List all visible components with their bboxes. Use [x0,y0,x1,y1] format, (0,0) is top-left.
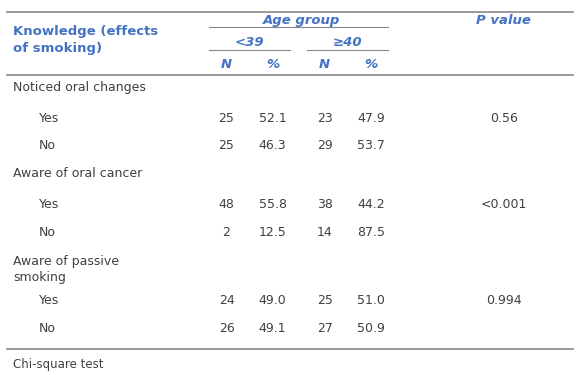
Text: P value: P value [476,14,531,27]
Text: %: % [266,58,280,71]
Text: <0.001: <0.001 [480,198,527,211]
Text: 25: 25 [219,112,234,125]
Text: 29: 29 [317,140,332,153]
Text: Aware of passive
smoking: Aware of passive smoking [13,255,119,284]
Text: %: % [364,58,378,71]
Text: 49.0: 49.0 [259,294,287,307]
Text: Yes: Yes [39,294,59,307]
Text: N: N [319,58,330,71]
Text: Knowledge (effects
of smoking): Knowledge (effects of smoking) [13,26,158,56]
Text: 46.3: 46.3 [259,140,287,153]
Text: 48: 48 [219,198,234,211]
Text: 0.994: 0.994 [486,294,521,307]
Text: 52.1: 52.1 [259,112,287,125]
Text: Chi-square test: Chi-square test [13,358,103,371]
Text: No: No [39,322,56,335]
Text: 27: 27 [317,322,332,335]
Text: No: No [39,140,56,153]
Text: No: No [39,226,56,239]
Text: 25: 25 [219,140,234,153]
Text: 53.7: 53.7 [357,140,385,153]
Text: <39: <39 [235,36,264,49]
Text: 47.9: 47.9 [357,112,385,125]
Text: 14: 14 [317,226,332,239]
Text: 38: 38 [317,198,332,211]
Text: Aware of oral cancer: Aware of oral cancer [13,167,142,180]
Text: N: N [221,58,232,71]
Text: 12.5: 12.5 [259,226,287,239]
Text: Yes: Yes [39,198,59,211]
Text: Age group: Age group [263,14,340,27]
Text: Yes: Yes [39,112,59,125]
Text: 24: 24 [219,294,234,307]
Text: 0.56: 0.56 [490,112,517,125]
Text: Noticed oral changes: Noticed oral changes [13,81,146,94]
Text: 55.8: 55.8 [259,198,287,211]
Text: 50.9: 50.9 [357,322,385,335]
Text: 87.5: 87.5 [357,226,385,239]
Text: 2: 2 [223,226,230,239]
Text: 44.2: 44.2 [357,198,385,211]
Text: 23: 23 [317,112,332,125]
Text: ≥40: ≥40 [333,36,362,49]
Text: 49.1: 49.1 [259,322,287,335]
Text: 51.0: 51.0 [357,294,385,307]
Text: 26: 26 [219,322,234,335]
Text: 25: 25 [317,294,332,307]
